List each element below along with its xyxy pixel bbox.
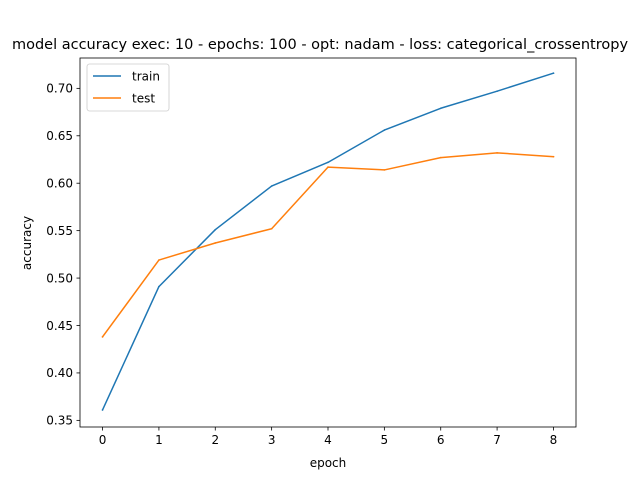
- axes-frame: [79, 57, 577, 428]
- x-tick-label: 3: [268, 433, 276, 447]
- series-line-test: [101, 152, 555, 338]
- data-point-train-3: [270, 185, 273, 187]
- data-point-test-8: [552, 155, 555, 158]
- y-tick-label: 0.40: [46, 366, 73, 380]
- x-tick-label: 6: [437, 433, 445, 447]
- y-axis-label: accuracy: [20, 216, 34, 270]
- data-point-test-2: [214, 242, 217, 244]
- data-point-test-1: [158, 259, 160, 261]
- x-tick-label: 2: [211, 433, 219, 447]
- y-tick-label: 0.45: [46, 319, 73, 333]
- legend-label-test: test: [132, 91, 155, 105]
- y-tick-label: 0.60: [46, 177, 73, 191]
- x-tick-label: 1: [155, 433, 163, 447]
- y-tick-label: 0.65: [46, 129, 73, 143]
- y-tick-label: 0.50: [46, 271, 73, 285]
- data-point-train-5: [383, 129, 386, 131]
- data-point-train-6: [439, 107, 442, 110]
- y-tick-label: 0.55: [46, 224, 73, 238]
- plot-area: 0 1 2 3 4 5 6 7 8 0.35 0.40 0.45 0.50 0.55 0.60 0.65 0.7…: [46, 57, 577, 447]
- data-point-test-3: [270, 227, 273, 230]
- data-point-test-0: [101, 336, 104, 338]
- chart-title: model accuracy exec: 10 - epochs: 100 - …: [12, 37, 628, 53]
- data-point-test-4: [327, 166, 329, 168]
- legend: train test: [86, 63, 170, 112]
- x-tick-label: 8: [550, 433, 558, 447]
- data-point-train-8: [552, 72, 555, 74]
- data-point-test-7: [496, 152, 498, 154]
- data-point-test-5: [383, 169, 386, 171]
- y-tick-label: 0.70: [46, 82, 73, 96]
- data-point-train-2: [214, 228, 217, 231]
- x-tick-label: 0: [99, 433, 107, 447]
- x-tick-label: 5: [381, 433, 389, 447]
- data-point-train-4: [327, 161, 329, 164]
- legend-label-train: train: [132, 69, 160, 83]
- x-tick-label: 4: [324, 433, 332, 447]
- data-point-train-0: [101, 409, 104, 411]
- x-axis-label: epoch: [310, 456, 347, 470]
- x-tick-label: 7: [493, 433, 501, 447]
- series-line-train: [101, 72, 555, 411]
- y-tick-label: 0.35: [46, 414, 73, 428]
- data-point-train-1: [158, 285, 160, 288]
- data-point-test-6: [439, 156, 442, 159]
- data-point-train-7: [496, 90, 498, 92]
